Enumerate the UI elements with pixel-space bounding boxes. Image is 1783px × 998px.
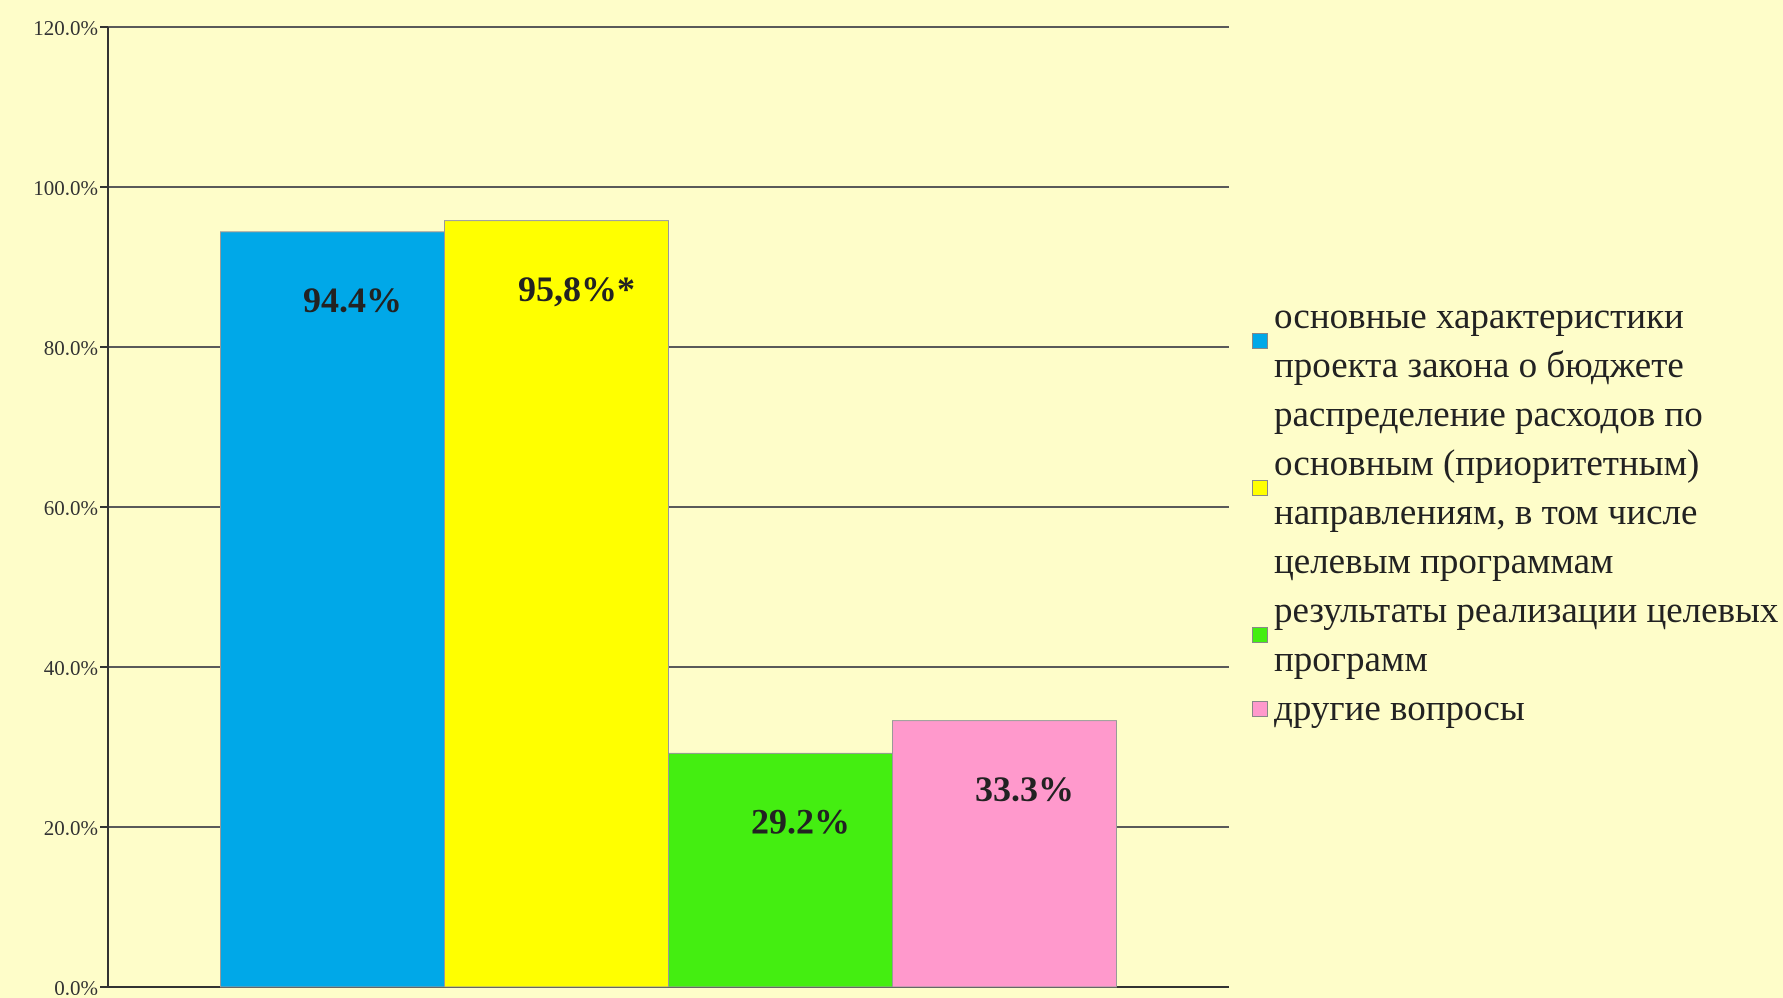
legend: основные характеристики проекта закона о… (1252, 292, 1780, 733)
y-tick-label: 0.0% (54, 976, 98, 998)
data-label: 29.2% (751, 802, 850, 842)
legend-label: другие вопросы (1274, 688, 1525, 729)
bar (668, 752, 893, 988)
legend-swatch (1252, 333, 1268, 349)
data-label: 94.4% (303, 280, 402, 320)
y-tick-label: 80.0% (44, 336, 98, 360)
legend-label: основные характеристики проекта закона о… (1274, 296, 1684, 386)
legend-item: основные характеристики проекта закона о… (1252, 292, 1780, 390)
legend-label: распределение расходов по основным (прио… (1274, 394, 1703, 582)
bar (220, 231, 445, 988)
legend-item: результаты реализации целевых программ (1252, 586, 1780, 684)
chart: 0.0% 20.0% 40.0% 60.0% 80.0% 100.0% 120.0% 94.4… (33, 16, 1229, 998)
data-label: 33.3% (975, 769, 1074, 809)
legend-item: другие вопросы (1252, 684, 1780, 733)
y-tick-label: 40.0% (44, 656, 98, 680)
y-tick-label: 120.0% (33, 16, 98, 40)
data-label: 95,8%* (518, 269, 635, 309)
bar (444, 220, 669, 988)
legend-swatch (1252, 480, 1268, 496)
y-tick-label: 20.0% (44, 816, 98, 840)
legend-swatch (1252, 627, 1268, 643)
y-tick-label: 60.0% (44, 496, 98, 520)
bar (892, 720, 1117, 988)
legend-swatch (1252, 700, 1268, 717)
y-tick-label: 100.0% (33, 176, 98, 200)
legend-item: распределение расходов по основным (прио… (1252, 390, 1780, 586)
legend-label: результаты реализации целевых программ (1274, 590, 1779, 680)
